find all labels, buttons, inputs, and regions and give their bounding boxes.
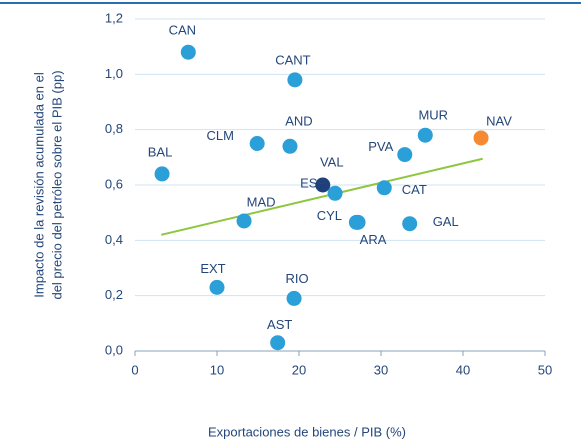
point xyxy=(402,216,418,232)
point-label: BAL xyxy=(148,144,173,159)
point xyxy=(315,177,331,193)
point xyxy=(327,185,343,201)
point xyxy=(350,214,366,230)
point-label: EXT xyxy=(200,261,225,276)
x-tick-label: 0 xyxy=(131,362,138,377)
x-tick-label: 10 xyxy=(210,362,224,377)
y-tick-label: 1,0 xyxy=(105,66,123,81)
point xyxy=(286,290,302,306)
y-tick-label: 0,6 xyxy=(105,176,123,191)
point xyxy=(249,136,265,151)
point-label: PVA xyxy=(368,139,393,154)
point xyxy=(236,213,252,229)
point-label: VAL xyxy=(320,154,344,169)
point xyxy=(154,166,170,182)
point xyxy=(270,335,286,351)
point-label: ESP xyxy=(300,176,326,191)
y-axis-title: del precio del petróleo sobre el PIB (pp… xyxy=(49,70,64,299)
point-label: CANT xyxy=(275,52,310,67)
y-axis-title: Impacto de la revisión acumulada en el xyxy=(31,72,46,298)
point-label: CYL xyxy=(317,208,342,223)
point xyxy=(209,279,225,295)
point-label: CAN xyxy=(169,23,196,38)
x-axis-title: Exportaciones de bienes / PIB (%) xyxy=(208,424,406,439)
point xyxy=(180,44,196,60)
point-label: CAT xyxy=(402,182,427,197)
y-tick-label: 0,8 xyxy=(105,121,123,136)
point xyxy=(376,180,392,196)
point xyxy=(397,147,413,163)
x-tick-label: 20 xyxy=(292,362,306,377)
point-label: AST xyxy=(267,317,292,332)
point-label: MAD xyxy=(247,194,276,209)
point xyxy=(473,130,489,146)
x-tick-label: 50 xyxy=(538,362,552,377)
point-label: GAL xyxy=(433,214,459,229)
x-tick-label: 30 xyxy=(374,362,388,377)
y-tick-label: 1,2 xyxy=(105,10,123,25)
point-label: RIO xyxy=(286,271,309,286)
y-tick-label: 0,0 xyxy=(105,342,123,357)
point-label: ARA xyxy=(360,232,387,247)
point-label: MUR xyxy=(418,108,448,123)
point-label: NAV xyxy=(486,113,512,128)
point-label: AND xyxy=(285,114,312,129)
y-tick-label: 0,4 xyxy=(105,232,123,247)
y-tick-label: 0,2 xyxy=(105,287,123,302)
point-label: CLM xyxy=(206,128,233,143)
point xyxy=(282,138,298,154)
x-tick-label: 40 xyxy=(456,362,470,377)
trend-line xyxy=(161,157,483,236)
point xyxy=(287,72,303,88)
point xyxy=(417,127,433,143)
